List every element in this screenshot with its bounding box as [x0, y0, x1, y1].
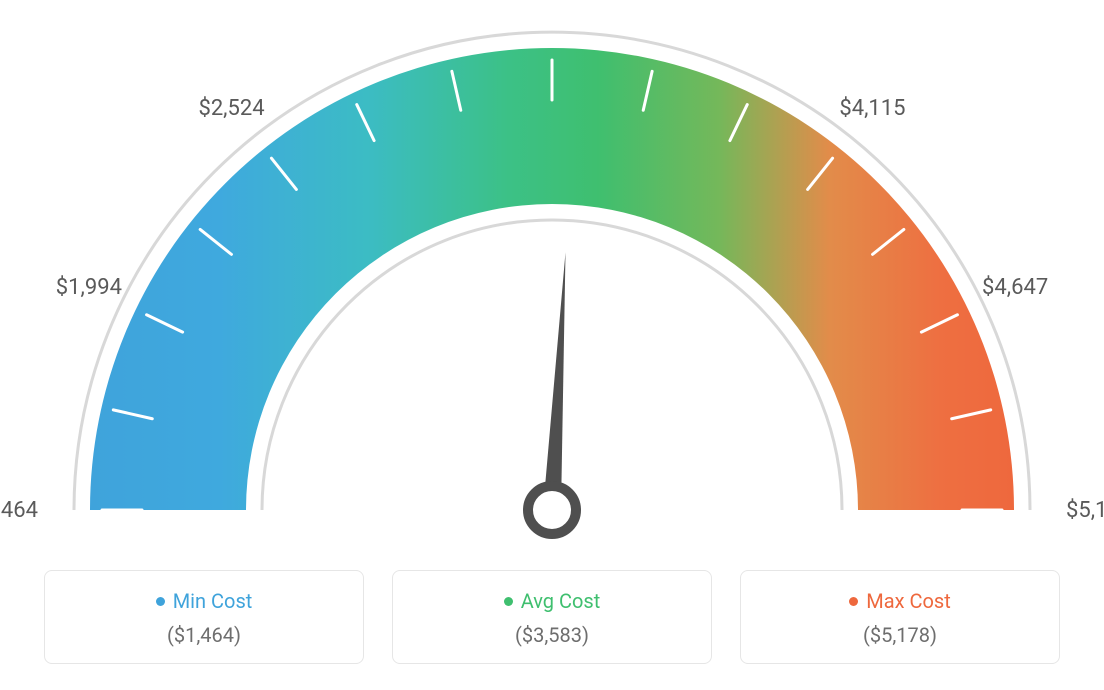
- gauge-chart-container: $1,464$1,994$2,524$3,583$4,115$4,647$5,1…: [0, 0, 1104, 690]
- gauge-scale-label: $2,524: [198, 96, 264, 121]
- legend-dot-max: [849, 597, 858, 606]
- legend-card-min: Min Cost ($1,464): [44, 570, 364, 664]
- legend-label-avg: Avg Cost: [504, 589, 601, 613]
- legend-value-avg: ($3,583): [393, 623, 711, 647]
- legend-row: Min Cost ($1,464) Avg Cost ($3,583) Max …: [0, 570, 1104, 664]
- gauge-needle-hub: [528, 486, 576, 534]
- legend-dot-avg: [504, 597, 513, 606]
- legend-card-avg: Avg Cost ($3,583): [392, 570, 712, 664]
- gauge-scale-label: $4,647: [982, 275, 1048, 300]
- gauge-scale-label: $4,115: [839, 96, 905, 121]
- legend-label-max: Max Cost: [849, 589, 951, 613]
- gauge-svg: $1,464$1,994$2,524$3,583$4,115$4,647$5,1…: [0, 10, 1104, 570]
- gauge-scale-label: $1,994: [56, 275, 122, 300]
- gauge-scale-label: $1,464: [0, 498, 38, 523]
- legend-label-min-text: Min Cost: [173, 589, 253, 613]
- legend-value-min: ($1,464): [45, 623, 363, 647]
- legend-card-max: Max Cost ($5,178): [740, 570, 1060, 664]
- gauge-scale-label: $5,178: [1066, 498, 1104, 523]
- legend-label-avg-text: Avg Cost: [521, 589, 601, 613]
- gauge-area: $1,464$1,994$2,524$3,583$4,115$4,647$5,1…: [0, 10, 1104, 570]
- legend-label-max-text: Max Cost: [866, 589, 951, 613]
- legend-label-min: Min Cost: [156, 589, 253, 613]
- gauge-needle: [543, 252, 565, 510]
- legend-dot-min: [156, 597, 165, 606]
- legend-value-max: ($5,178): [741, 623, 1059, 647]
